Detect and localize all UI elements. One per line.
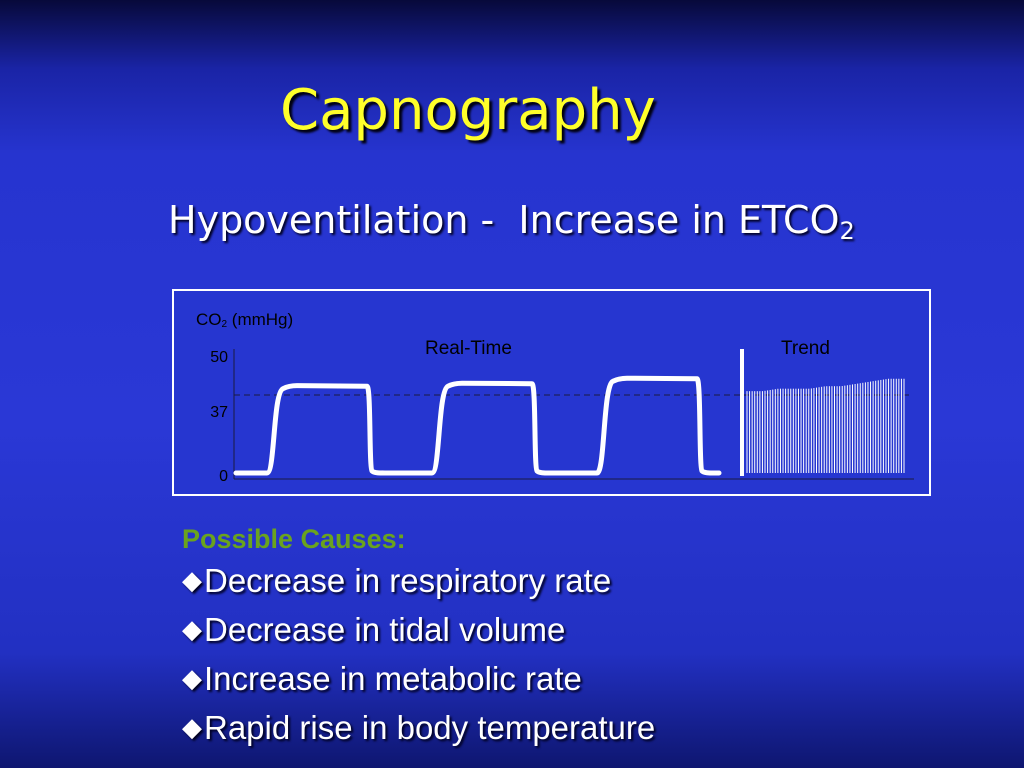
trend-label: Trend	[781, 338, 830, 359]
subtitle-subscript: 2	[839, 217, 855, 245]
cause-item: ◆Increase in metabolic rate	[182, 654, 655, 703]
y-tick-label: 37	[210, 404, 228, 421]
y-tick-label: 50	[210, 349, 228, 366]
slide-title: Capnography	[280, 78, 656, 143]
y-tick-label: 0	[219, 468, 228, 485]
cause-text: Rapid rise in body temperature	[204, 709, 656, 746]
slide-subtitle: Hypoventilation - Increase in ETCO2	[168, 198, 855, 245]
cause-list: ◆Decrease in respiratory rate ◆Decrease …	[182, 556, 655, 752]
y-axis-label: CO2 (mmHg)	[196, 310, 293, 330]
cause-text: Increase in metabolic rate	[204, 660, 582, 697]
diamond-bullet-icon: ◆	[182, 663, 202, 693]
trend-waveform	[746, 378, 905, 473]
capnogram-chart: CO2 (mmHg) Real-Time Trend 50 37 0	[172, 289, 931, 496]
cause-text: Decrease in respiratory rate	[204, 562, 612, 599]
y-axis-label-main: CO	[196, 310, 222, 329]
realtime-label: Real-Time	[425, 338, 512, 359]
cause-text: Decrease in tidal volume	[204, 611, 566, 648]
realtime-waveform	[233, 375, 722, 476]
y-axis-label-sub: 2	[222, 319, 228, 330]
diamond-bullet-icon: ◆	[182, 565, 202, 595]
possible-causes: Possible Causes: ◆Decrease in respirator…	[182, 522, 655, 752]
causes-heading: Possible Causes:	[182, 524, 406, 554]
cause-item: ◆Decrease in tidal volume	[182, 605, 655, 654]
cause-item: ◆Rapid rise in body temperature	[182, 703, 655, 752]
subtitle-text: Hypoventilation - Increase in ETCO	[168, 198, 840, 242]
diamond-bullet-icon: ◆	[182, 712, 202, 742]
capnogram-svg: CO2 (mmHg) Real-Time Trend 50 37 0	[196, 310, 914, 485]
cause-item: ◆Decrease in respiratory rate	[182, 556, 655, 605]
y-axis-label-unit: (mmHg)	[227, 310, 293, 329]
diamond-bullet-icon: ◆	[182, 614, 202, 644]
